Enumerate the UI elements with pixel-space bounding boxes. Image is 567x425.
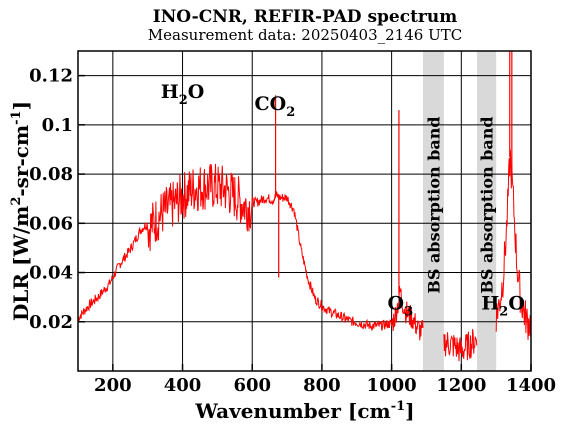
chart-subtitle: Measurement data: 20250403_2146 UTC (148, 26, 462, 44)
x-axis-label-sup: -1 (391, 399, 405, 414)
annotation-tail: O (188, 81, 205, 103)
x-tick-label-5: 1000 (367, 375, 417, 396)
x-tick-label-1: 200 (94, 375, 132, 396)
annotation-base: H (161, 81, 179, 103)
annotation-co2: CO2 (255, 93, 296, 120)
annotation-base: H (481, 292, 499, 314)
y-axis-label-p3: ] (9, 101, 33, 110)
annotation-sub: 2 (499, 304, 508, 319)
x-tick-label-4: 800 (303, 375, 341, 396)
y-axis-label-sup2: -1 (9, 110, 24, 124)
x-axis-label-tail: ] (405, 399, 414, 423)
y-axis-label: DLR [W/m2-sr-cm-1] (9, 101, 33, 321)
annotation-sub: 2 (179, 93, 188, 108)
axis-ticks: 200 400 600 800 1000 1200 1400 0.02 0.04 0.06 0.08… (29, 66, 556, 396)
y-tick-label-2: 0.04 (29, 263, 73, 284)
annotation-base: CO (255, 93, 287, 115)
absorption-bands (422, 51, 497, 371)
band-labels: BS absorption band BS absorption band (424, 116, 496, 293)
spectrum-line (77, 149, 532, 362)
x-axis-label-base: Wavenumber [cm (194, 399, 390, 423)
y-axis-label-p2: -sr-cm (9, 125, 33, 197)
x-tick-label-7: 1400 (506, 375, 556, 396)
y-tick-label-6: 0.12 (29, 66, 73, 87)
absorption-band-1 (422, 51, 444, 371)
band-label-1: BS absorption band (424, 116, 443, 293)
chart-title: INO-CNR, REFIR-PAD spectrum (153, 7, 457, 27)
annotation-sub: 2 (286, 105, 295, 120)
y-axis-label-sup1: 2 (9, 197, 24, 206)
band-label-2: BS absorption band (478, 116, 497, 293)
y-tick-label-1: 0.02 (29, 312, 73, 333)
annotation-h2o-1: H2O (161, 81, 205, 108)
grid-lines (78, 51, 531, 371)
annotation-tail: O (508, 292, 525, 314)
y-tick-label-3: 0.06 (29, 213, 73, 234)
annotation-sub: 3 (404, 304, 413, 319)
spectrum-spikes (274, 51, 513, 296)
y-tick-label-4: 0.08 (29, 164, 73, 185)
x-axis-label: Wavenumber [cm-1] (194, 399, 414, 423)
annotation-base: O (388, 292, 405, 314)
y-axis-label-p1: DLR [W/m (9, 206, 33, 321)
annotation-h2o-2: H2O (481, 292, 525, 319)
x-tick-label-6: 1200 (436, 375, 486, 396)
annotation-o3: O3 (388, 292, 414, 319)
x-tick-label-2: 400 (164, 375, 202, 396)
absorption-band-2 (476, 51, 497, 371)
x-tick-label-3: 600 (233, 375, 271, 396)
plot-frame (77, 50, 532, 372)
y-tick-label-5: 0.1 (42, 115, 73, 136)
